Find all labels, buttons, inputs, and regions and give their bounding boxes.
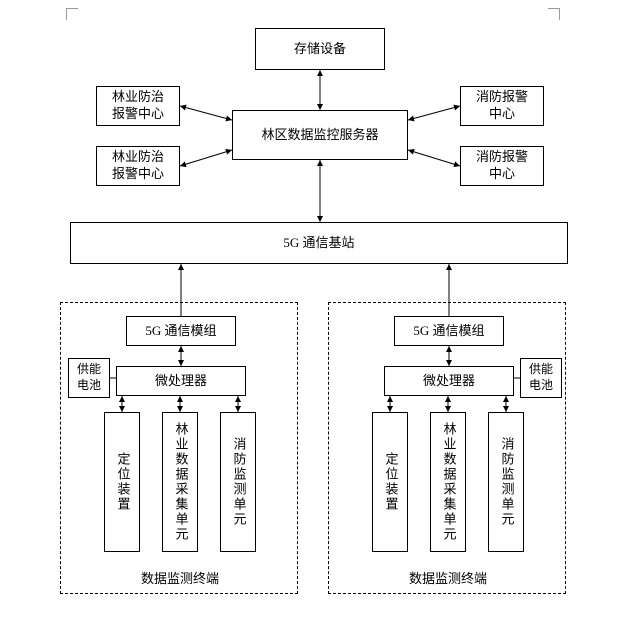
node-label: 供能 电池 [529, 362, 553, 393]
node-fire-alarm-1: 消防报警 中心 [460, 86, 544, 126]
term2-comm: 5G 通信模组 [394, 316, 504, 346]
node-label: 5G 通信基站 [283, 235, 354, 252]
term2-forestry: 林业数据采集单元 [430, 412, 466, 552]
term1-mcu: 微处理器 [116, 366, 246, 396]
node-forestry-alarm-2: 林业防治 报警中心 [96, 146, 180, 186]
term1-locator: 定位装置 [104, 412, 140, 552]
terminal-2-label: 数据监测终端 [388, 568, 508, 587]
term2-battery: 供能 电池 [520, 358, 562, 398]
node-label: 林业数据采集单元 [172, 422, 189, 542]
node-label: 林业防治 报警中心 [112, 149, 164, 183]
node-label: 供能 电池 [77, 362, 101, 393]
node-fire-alarm-2: 消防报警 中心 [460, 146, 544, 186]
node-label: 林业数据采集单元 [440, 422, 457, 542]
node-forestry-alarm-1: 林业防治 报警中心 [96, 86, 180, 126]
term2-fire: 消防监测单元 [488, 412, 524, 552]
term2-locator: 定位装置 [372, 412, 408, 552]
term1-forestry: 林业数据采集单元 [162, 412, 198, 552]
term2-mcu: 微处理器 [384, 366, 514, 396]
node-label: 消防报警 中心 [476, 149, 528, 183]
node-label: 微处理器 [155, 373, 207, 390]
node-storage: 存储设备 [255, 28, 385, 70]
node-label: 林业防治 报警中心 [112, 89, 164, 123]
term1-battery: 供能 电池 [68, 358, 110, 398]
node-label: 林区数据监控服务器 [261, 127, 378, 144]
node-label: 5G 通信模组 [145, 323, 216, 340]
term1-fire: 消防监测单元 [220, 412, 256, 552]
node-label: 消防监测单元 [498, 437, 515, 527]
term1-comm: 5G 通信模组 [126, 316, 236, 346]
node-label: 定位装置 [382, 452, 399, 512]
node-base-station: 5G 通信基站 [70, 222, 568, 264]
terminal-1-label: 数据监测终端 [120, 568, 240, 587]
node-server: 林区数据监控服务器 [232, 110, 408, 160]
node-label: 消防监测单元 [230, 437, 247, 527]
node-label: 消防报警 中心 [476, 89, 528, 123]
node-label: 定位装置 [114, 452, 131, 512]
node-label: 5G 通信模组 [413, 323, 484, 340]
node-label: 微处理器 [423, 373, 475, 390]
node-label: 存储设备 [294, 41, 346, 58]
